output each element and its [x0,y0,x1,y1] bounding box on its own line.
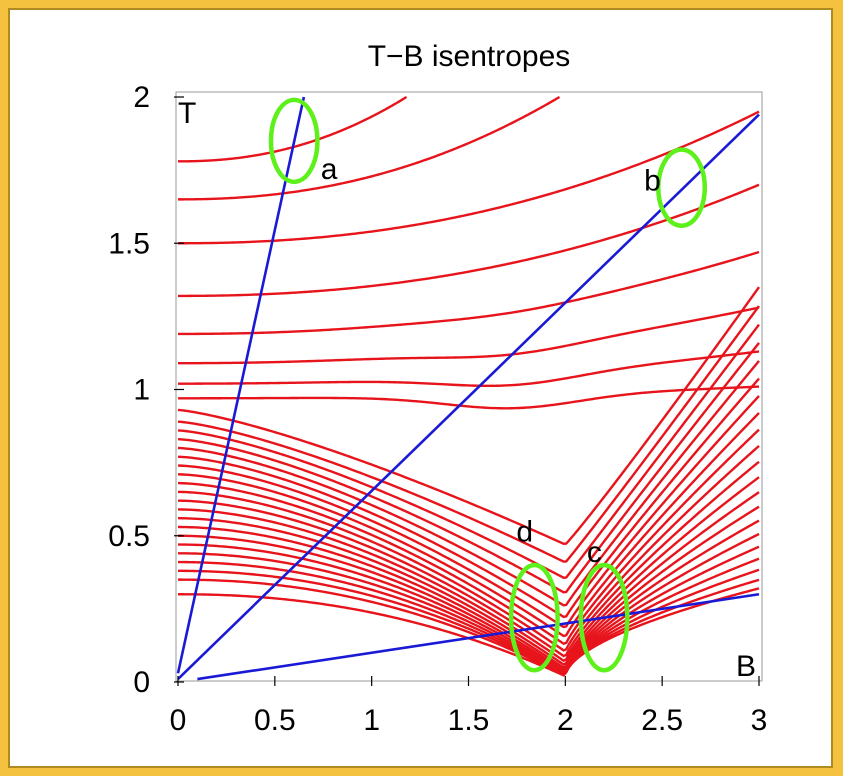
ellipse-c [578,562,630,673]
y-axis-label: T [178,97,196,130]
isentrope-lower-6 [177,395,760,629]
isentrope-lower-14 [177,519,760,672]
isentrope-lower-8 [177,428,760,646]
isentrope-upper-4 [177,250,760,336]
ellipse-label-d: d [516,516,533,549]
isentrope-lower-5 [177,377,760,619]
x-tick-label-4: 2 [557,704,574,737]
x-axis-label: B [736,650,756,683]
isentrope-lower-11 [177,476,760,663]
ellipse-d [508,562,560,673]
isentrope-lower-4 [177,360,760,607]
isentrope-lower-7 [177,412,760,638]
x-tick-label-0: 0 [170,704,187,737]
isentrope-lower-16 [177,545,760,675]
ellipse-label-c: c [587,536,602,569]
isentrope-lower-10 [177,460,760,658]
isentrope-lower-15 [177,532,760,674]
isentrope-upper-1 [177,95,561,201]
isentrope-lower-3 [177,342,760,594]
isentrope-lower-9 [177,444,760,652]
x-tick-label-1: 0.5 [254,704,296,737]
y-tick-label-4: 2 [133,81,150,114]
isentrope-lower-18 [178,568,760,677]
x-tick-label-2: 1 [363,704,380,737]
isentrope-lower-0 [177,286,760,545]
ellipse-a [268,97,320,185]
x-tick-label-5: 2.5 [641,704,683,737]
chart-title: T−B isentropes [368,40,571,73]
isentrope-lower-1 [177,305,760,563]
axis-ticks: 0 0.5 1 1.5 2 2.5 3 0 0.5 1 1.5 2 [108,81,767,737]
isentrope-lower-17 [178,557,760,676]
y-tick-label-2: 1 [133,374,150,407]
isentrope-upper-5 [177,306,760,365]
isentrope-curves [177,95,760,677]
blue-line-2 [197,592,760,681]
isentrope-lower-2 [177,323,760,579]
isentrope-lower-13 [177,505,760,670]
isentrope-upper-3 [178,183,760,298]
y-tick-label-1: 0.5 [108,520,150,553]
y-tick-label-0: 0 [133,666,150,699]
y-tick-label-3: 1.5 [108,227,150,260]
isentrope-upper-2 [178,110,760,245]
blue-line-0 [176,96,306,674]
x-tick-label-6: 3 [751,704,768,737]
isentrope-lower-12 [177,491,760,666]
isentrope-upper-7 [177,385,760,410]
x-tick-label-3: 1.5 [448,704,490,737]
highlight-ellipses: a b c d [268,97,708,673]
isentrope-upper-6 [178,350,760,388]
ellipse-label-b: b [644,165,661,198]
ellipse-label-a: a [321,153,338,186]
ellipse-b [656,147,708,228]
